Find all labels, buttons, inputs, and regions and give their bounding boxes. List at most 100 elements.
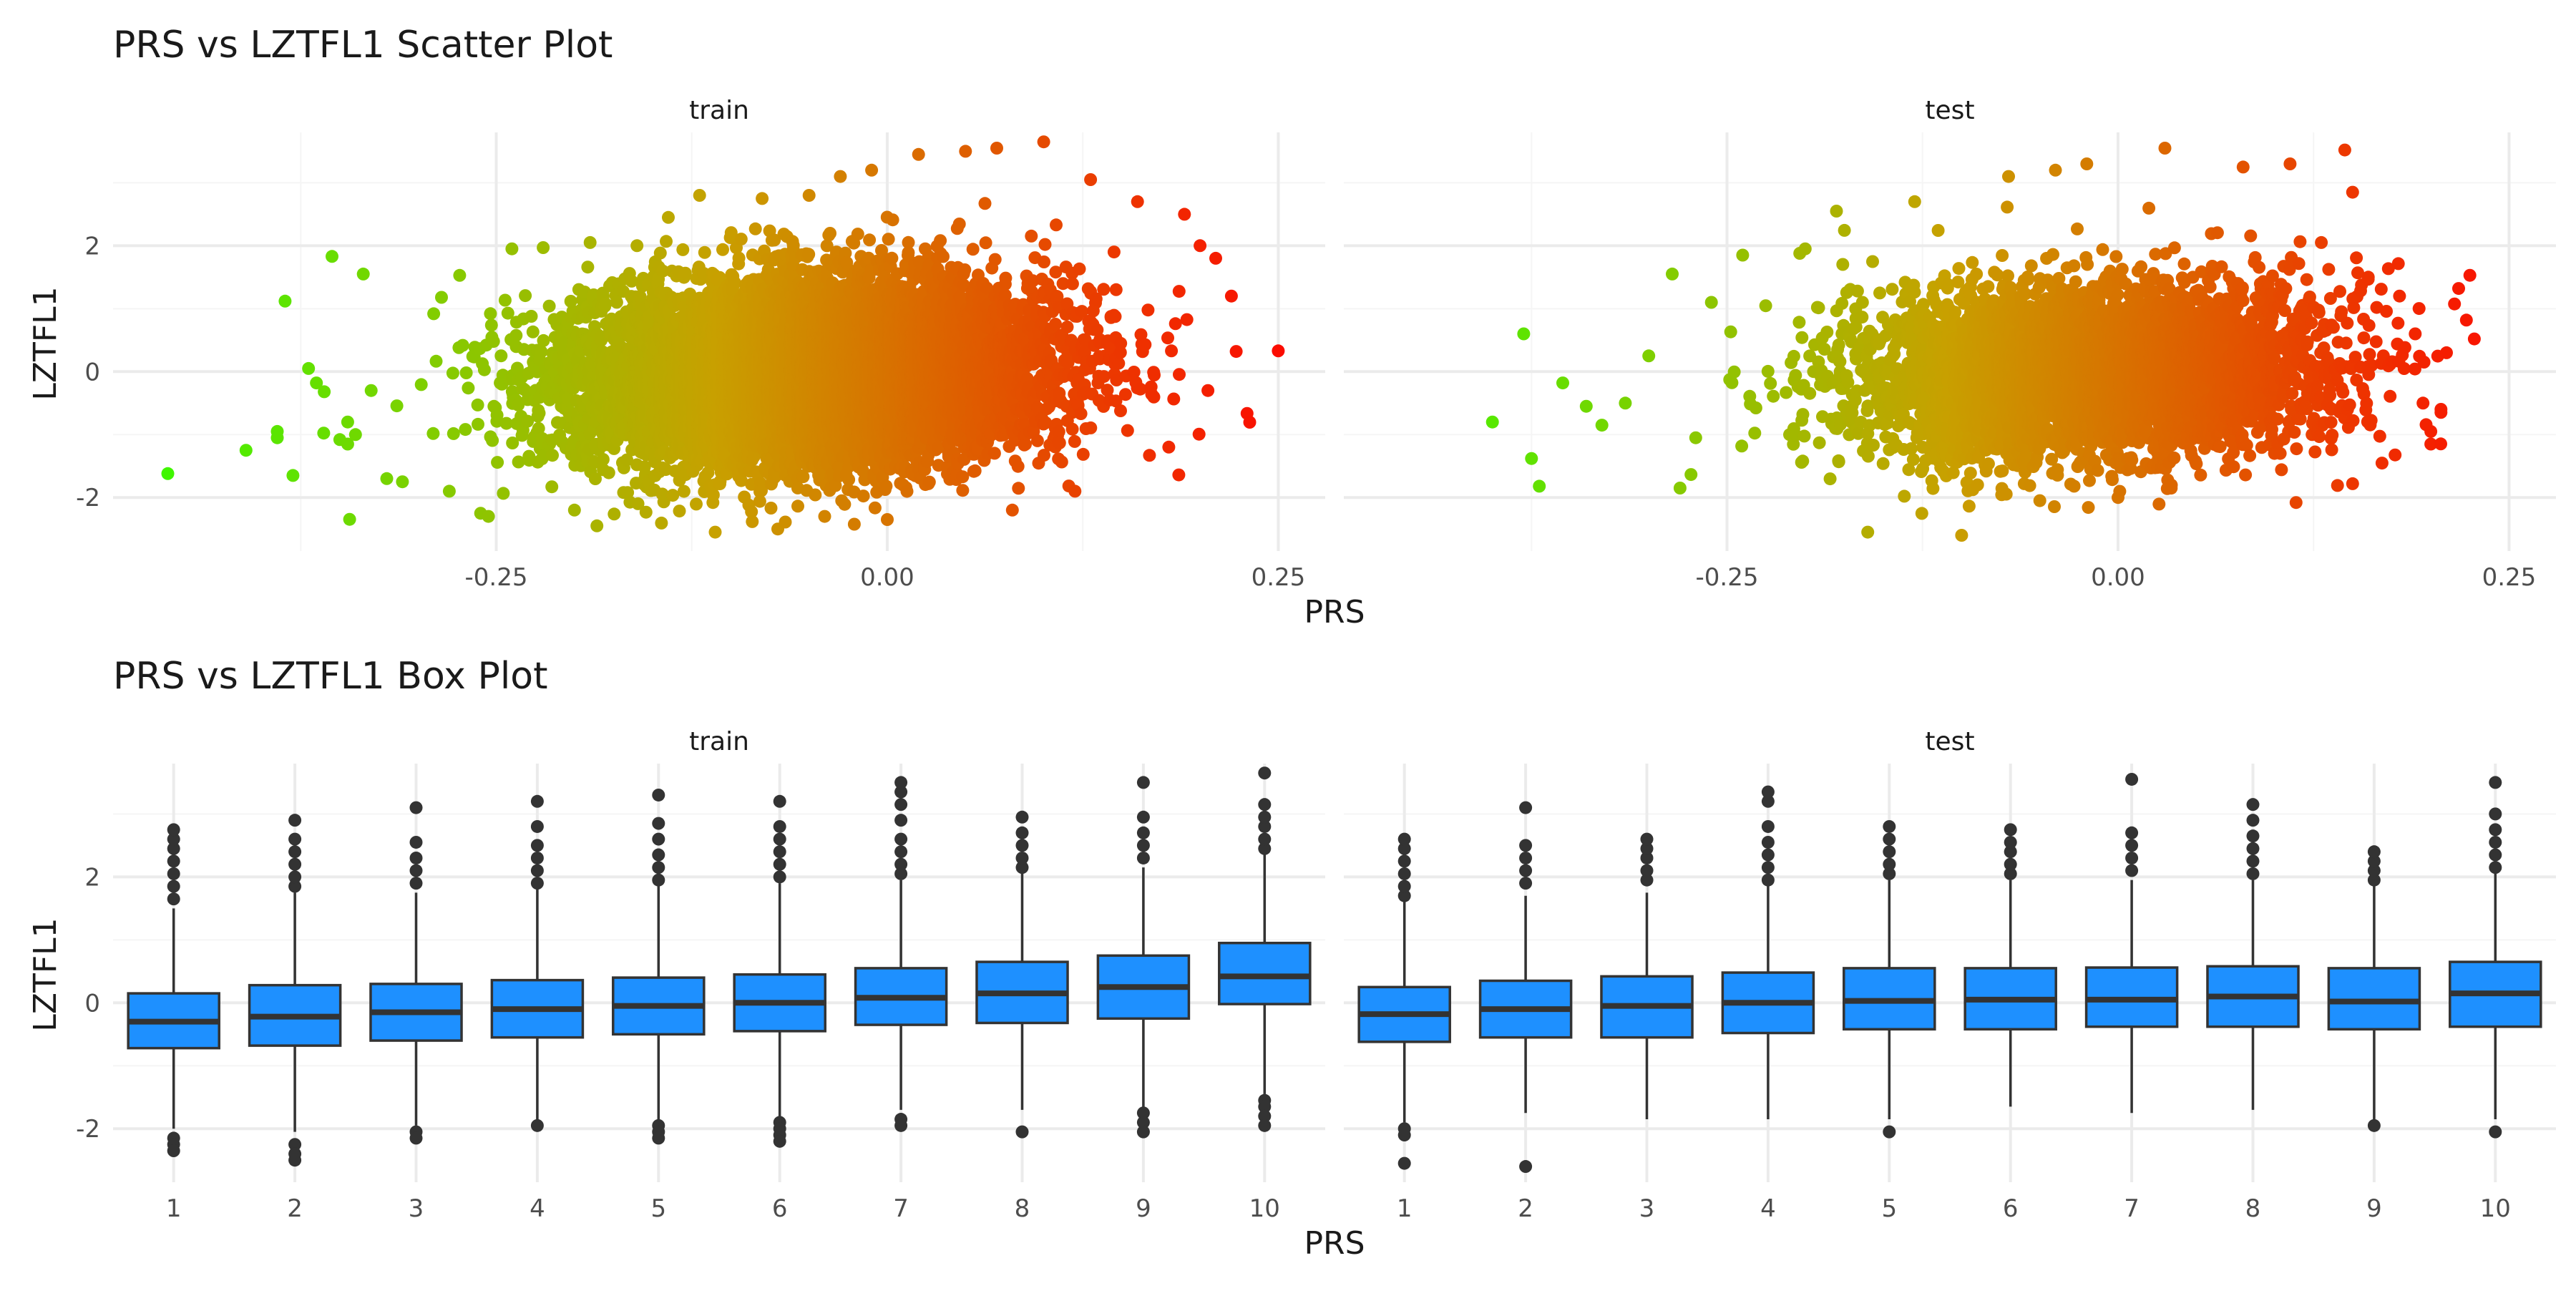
scatter-point [302, 362, 315, 375]
scatter-strip-train: train [689, 96, 749, 125]
box-x-axis-title: PRS [1304, 1225, 1365, 1262]
scatter-point [519, 289, 532, 302]
box-x-tick-label: 8 [2245, 1194, 2261, 1223]
scatter-point [698, 246, 711, 259]
scatter-point [443, 484, 456, 497]
scatter-point [584, 236, 597, 249]
scatter-x-axis-title: PRS [1304, 594, 1365, 630]
scatter-point [533, 406, 546, 419]
box-x-tick-label: 3 [409, 1194, 424, 1223]
scatter-point [341, 416, 354, 429]
scatter-x-tick-label: 0.00 [860, 563, 914, 592]
scatter-point [590, 520, 603, 532]
scatter-point [326, 250, 338, 263]
scatter-point [427, 307, 440, 320]
scatter-point [662, 211, 675, 224]
scatter-y-tick-label: -2 [76, 484, 100, 512]
scatter-y-tick-label: 2 [84, 232, 100, 260]
scatter-point [278, 295, 291, 308]
scatter-point [716, 243, 729, 256]
scatter-point [756, 192, 769, 205]
box-y-tick-label: 2 [84, 863, 100, 892]
scatter-point [486, 434, 499, 447]
scatter-point [546, 449, 559, 462]
scatter-point [655, 517, 668, 530]
box-x-tick-label: 5 [1881, 1194, 1897, 1223]
scatter-point [478, 364, 491, 376]
scatter-point [709, 526, 722, 539]
scatter-point [599, 298, 612, 311]
box-y-axis-title: LZTFL1 [27, 917, 64, 1031]
scatter-point [791, 500, 804, 512]
scatter-point [678, 485, 691, 498]
scatter-point [809, 489, 821, 502]
scatter-point [654, 247, 667, 260]
scatter-point [693, 189, 706, 202]
box-x-tick-label: 1 [166, 1194, 182, 1223]
scatter-point [602, 467, 615, 479]
box-x-tick-label: 3 [1639, 1194, 1655, 1223]
scatter-point [391, 399, 404, 412]
scatter-point [494, 349, 507, 362]
scatter-point [610, 296, 623, 308]
scatter-x-tick-label: 0.25 [1252, 563, 1306, 592]
box-x-tick-label: 10 [1249, 1194, 1280, 1223]
scatter-point [286, 469, 299, 482]
scatter-point [396, 475, 409, 488]
scatter-point [459, 423, 472, 436]
box-x-tick-label: 7 [893, 1194, 909, 1223]
scatter-y-axis-title: LZTFL1 [27, 286, 64, 400]
scatter-point [537, 241, 550, 254]
scatter-point [491, 456, 504, 469]
box-y-tick-label: -2 [76, 1115, 100, 1144]
scatter-point [415, 378, 428, 391]
scatter-point [162, 467, 175, 480]
scatter-point [457, 339, 469, 352]
box-x-tick-label: 10 [2480, 1194, 2511, 1223]
scatter-x-tick-label: 0.00 [2091, 563, 2145, 592]
scatter-point [803, 189, 816, 202]
box-x-tick-label: 9 [1136, 1194, 1151, 1223]
scatter-point [485, 318, 498, 331]
scatter-point [676, 243, 689, 256]
scatter-point [472, 418, 484, 431]
box-y-tick-label: 0 [84, 989, 100, 1018]
box-x-tick-label: 4 [1760, 1194, 1776, 1223]
scatter-point [472, 399, 484, 411]
scatter-point [673, 505, 686, 517]
scatter-point [426, 427, 439, 440]
scatter-point [447, 366, 459, 379]
scatter-point [497, 487, 509, 500]
scatter-point [527, 326, 540, 338]
scatter-point [666, 489, 679, 502]
scatter-point [509, 329, 522, 342]
scatter-point [430, 355, 443, 368]
scatter-point [484, 307, 497, 320]
box-strip-train: train [689, 727, 749, 756]
scatter-point [735, 233, 748, 245]
scatter-point [728, 276, 741, 289]
scatter-point [660, 235, 673, 248]
box-strip-test: test [1925, 727, 1974, 756]
scatter-point [349, 428, 362, 441]
box-x-tick-label: 6 [2003, 1194, 2019, 1223]
scatter-plot-title: PRS vs LZTFL1 Scatter Plot [113, 24, 613, 67]
scatter-point [453, 269, 466, 282]
scatter-point [581, 260, 594, 273]
scatter-point [545, 480, 558, 493]
box-x-tick-label: 9 [2366, 1194, 2382, 1223]
box-plot-title: PRS vs LZTFL1 Box Plot [113, 655, 547, 698]
scatter-point [543, 300, 556, 313]
box-x-tick-label: 1 [1397, 1194, 1413, 1223]
box-x-tick-label: 2 [287, 1194, 303, 1223]
scatter-point [240, 444, 253, 457]
scatter-point [318, 385, 331, 398]
scatter-point [447, 427, 460, 440]
scatter-point [630, 239, 643, 252]
scatter-y-tick-label: 0 [84, 358, 100, 386]
box-x-tick-label: 4 [530, 1194, 545, 1223]
scatter-point [537, 334, 550, 347]
scatter-point [343, 513, 356, 526]
